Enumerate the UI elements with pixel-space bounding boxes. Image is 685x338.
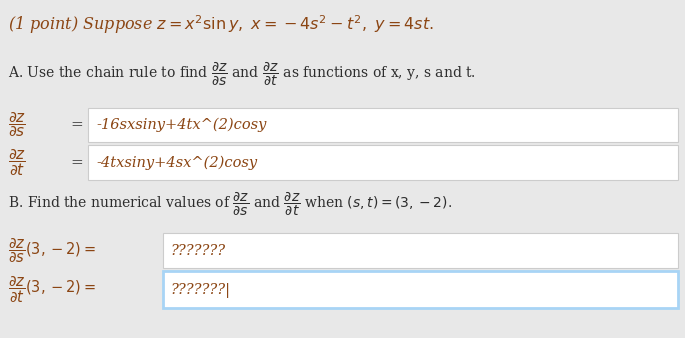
- Bar: [88, 145, 678, 180]
- Text: $\dfrac{\partial z}{\partial t}(3, -2) = $: $\dfrac{\partial z}{\partial t}(3, -2) =…: [8, 275, 96, 305]
- Text: -16sxsiny+4tx^(2)cosy: -16sxsiny+4tx^(2)cosy: [96, 118, 266, 132]
- Text: =: =: [70, 156, 83, 170]
- Bar: [163, 233, 678, 268]
- Text: -4txsiny+4sx^(2)cosy: -4txsiny+4sx^(2)cosy: [96, 156, 257, 170]
- Text: (1 point) Suppose $z = x^2 \sin y,\ x = -4s^2 - t^2,\ y = 4st.$: (1 point) Suppose $z = x^2 \sin y,\ x = …: [8, 13, 434, 36]
- Text: $\dfrac{\partial z}{\partial s}(3, -2) = $: $\dfrac{\partial z}{\partial s}(3, -2) =…: [8, 237, 96, 265]
- Text: $\dfrac{\partial z}{\partial t}$: $\dfrac{\partial z}{\partial t}$: [8, 148, 26, 178]
- Text: =: =: [70, 118, 83, 132]
- Bar: [163, 271, 678, 308]
- Text: A. Use the chain rule to find $\dfrac{\partial z}{\partial s}$ and $\dfrac{\part: A. Use the chain rule to find $\dfrac{\p…: [8, 60, 476, 88]
- Text: $\dfrac{\partial z}{\partial s}$: $\dfrac{\partial z}{\partial s}$: [8, 111, 26, 139]
- Text: ???????: ???????: [170, 244, 225, 258]
- Bar: [88, 108, 678, 142]
- Text: B. Find the numerical values of $\dfrac{\partial z}{\partial s}$ and $\dfrac{\pa: B. Find the numerical values of $\dfrac{…: [8, 190, 452, 218]
- Text: ???????|: ???????|: [170, 283, 230, 297]
